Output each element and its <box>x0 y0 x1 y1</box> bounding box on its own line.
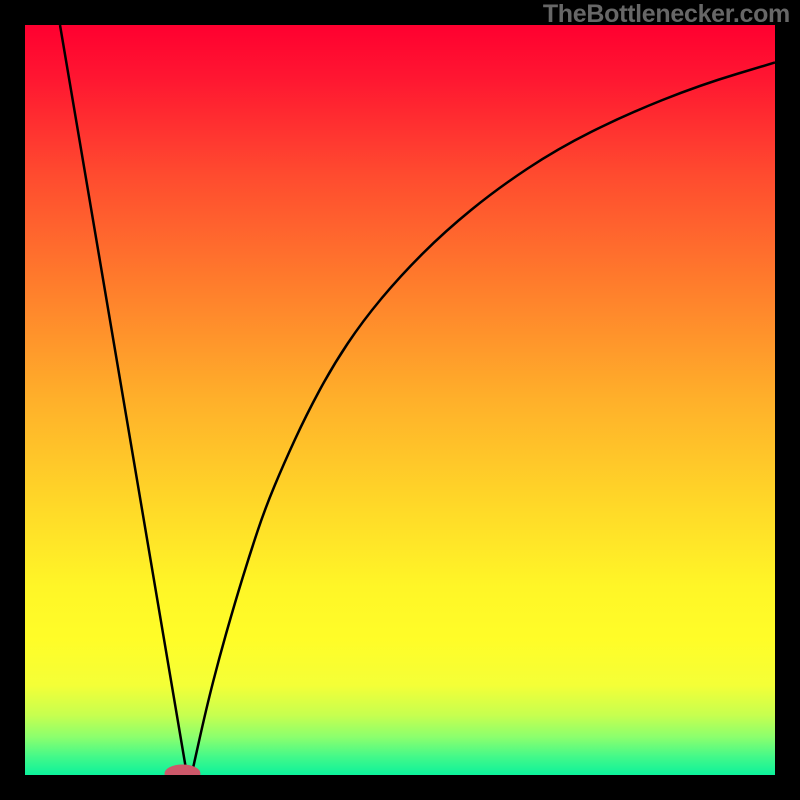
watermark-text: TheBottlenecker.com <box>543 0 790 29</box>
chart-svg <box>0 0 800 800</box>
gradient-background <box>25 25 775 775</box>
chart-canvas: TheBottlenecker.com <box>0 0 800 800</box>
